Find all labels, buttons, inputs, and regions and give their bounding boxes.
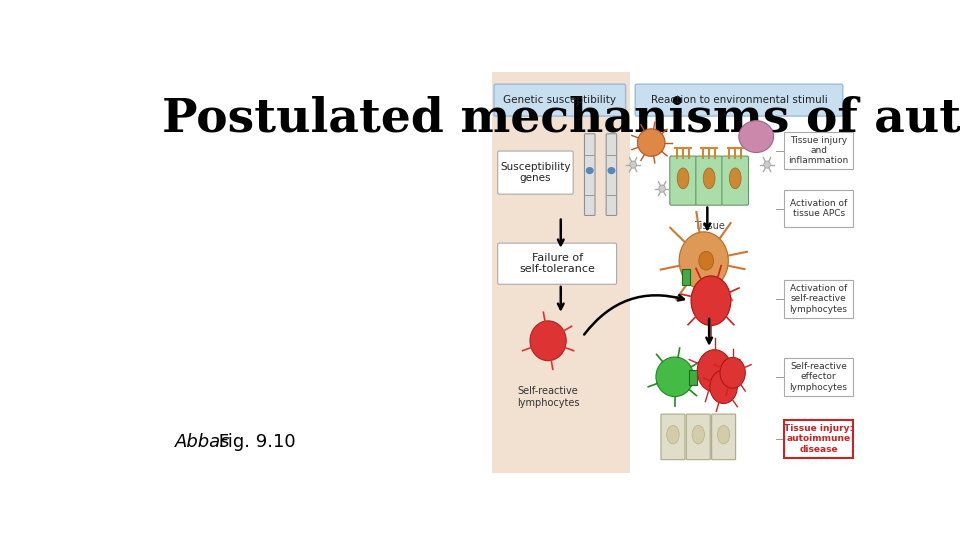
- Bar: [688, 369, 697, 385]
- Ellipse shape: [630, 161, 636, 168]
- Bar: [682, 269, 689, 285]
- FancyBboxPatch shape: [670, 156, 696, 205]
- FancyBboxPatch shape: [722, 156, 749, 205]
- FancyBboxPatch shape: [784, 132, 852, 170]
- Ellipse shape: [697, 350, 732, 392]
- FancyBboxPatch shape: [784, 190, 852, 227]
- Text: Tissue injury:
autoimmune
disease: Tissue injury: autoimmune disease: [784, 424, 853, 454]
- Text: Genetic susceptibility: Genetic susceptibility: [503, 95, 616, 105]
- Text: Susceptibility
genes: Susceptibility genes: [500, 162, 570, 184]
- FancyBboxPatch shape: [497, 151, 573, 194]
- FancyBboxPatch shape: [696, 156, 723, 205]
- FancyBboxPatch shape: [497, 243, 616, 284]
- Ellipse shape: [608, 167, 615, 174]
- Text: Reaction to environmental stimuli: Reaction to environmental stimuli: [651, 95, 828, 105]
- Ellipse shape: [720, 357, 745, 388]
- Ellipse shape: [677, 168, 689, 188]
- Text: Abbas: Abbas: [175, 433, 230, 451]
- FancyBboxPatch shape: [784, 280, 852, 318]
- Ellipse shape: [739, 120, 774, 152]
- Bar: [492, 72, 630, 473]
- Ellipse shape: [586, 167, 593, 174]
- FancyBboxPatch shape: [784, 420, 852, 458]
- Text: Self-reactive
effector
lymphocytes: Self-reactive effector lymphocytes: [790, 362, 848, 392]
- FancyBboxPatch shape: [585, 134, 595, 215]
- FancyBboxPatch shape: [661, 414, 684, 460]
- Text: Activation of
self-reactive
lymphocytes: Activation of self-reactive lymphocytes: [790, 284, 848, 314]
- Text: Failure of
self-tolerance: Failure of self-tolerance: [519, 253, 595, 274]
- Text: Self-reactive
lymphocytes: Self-reactive lymphocytes: [516, 386, 579, 408]
- Ellipse shape: [764, 161, 770, 168]
- Ellipse shape: [656, 357, 693, 396]
- Text: Activation of
tissue APCs: Activation of tissue APCs: [790, 199, 848, 218]
- FancyBboxPatch shape: [636, 84, 843, 116]
- Text: Tissue: Tissue: [694, 221, 725, 231]
- Ellipse shape: [709, 370, 737, 403]
- Ellipse shape: [679, 232, 729, 289]
- FancyBboxPatch shape: [711, 414, 735, 460]
- Ellipse shape: [659, 185, 665, 192]
- Ellipse shape: [692, 426, 705, 444]
- FancyBboxPatch shape: [606, 134, 616, 215]
- Ellipse shape: [717, 426, 730, 444]
- Ellipse shape: [699, 251, 713, 270]
- Ellipse shape: [691, 276, 731, 326]
- Ellipse shape: [704, 168, 715, 188]
- Ellipse shape: [637, 129, 665, 156]
- Text: Fig. 9.10: Fig. 9.10: [213, 433, 296, 451]
- Text: Tissue injury
and
inflammation: Tissue injury and inflammation: [788, 136, 849, 165]
- FancyBboxPatch shape: [686, 414, 710, 460]
- Ellipse shape: [667, 426, 679, 444]
- Ellipse shape: [730, 168, 741, 188]
- FancyBboxPatch shape: [784, 358, 852, 396]
- Ellipse shape: [530, 321, 566, 361]
- Text: Postulated mechanisms of autoimmunity: Postulated mechanisms of autoimmunity: [162, 96, 960, 142]
- FancyBboxPatch shape: [494, 84, 626, 116]
